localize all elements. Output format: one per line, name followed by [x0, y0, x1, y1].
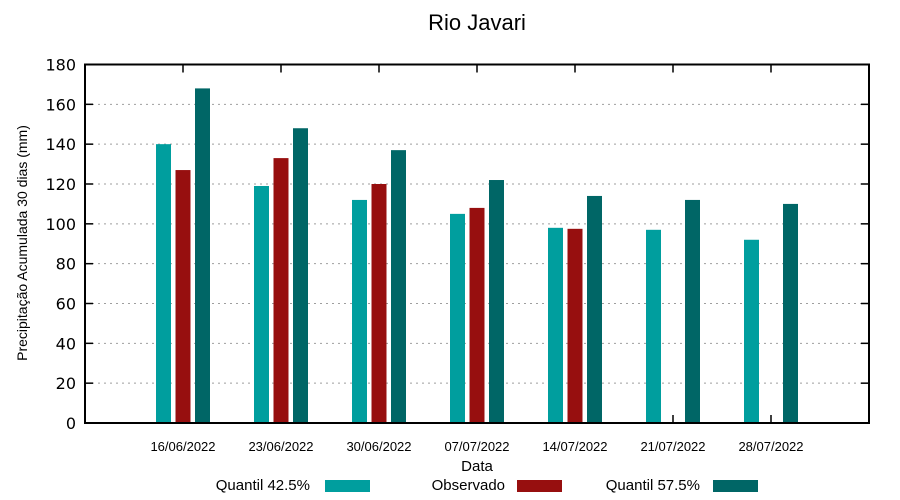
bar-Quantil 42.5%-23/06/2022 — [254, 185, 269, 423]
x-tick-label-3: 07/07/2022 — [444, 439, 509, 454]
legend-label-quantil-57-5: Quantil 57.5% — [605, 477, 700, 494]
bar-Quantil 42.5%-28/07/2022 — [744, 239, 759, 423]
x-tick-label-6: 28/07/2022 — [738, 439, 803, 454]
y-tick-label-120: 120 — [45, 175, 76, 194]
legend-label-observado: Observado — [431, 477, 505, 494]
bar-Quantil 57.5%-21/07/2022 — [685, 199, 700, 423]
bar-Quantil 42.5%-07/07/2022 — [450, 213, 465, 423]
bar-Observado-07/07/2022 — [469, 207, 485, 423]
bar-Observado-30/06/2022 — [371, 184, 387, 423]
legend-swatch-observado — [517, 480, 562, 492]
bar-Observado-14/07/2022 — [567, 228, 583, 423]
bar-Quantil 42.5%-21/07/2022 — [646, 229, 661, 423]
bar-Quantil 42.5%-30/06/2022 — [352, 199, 367, 423]
x-axis-label: Data — [461, 458, 493, 475]
y-tick-label-20: 20 — [56, 374, 76, 393]
y-tick-label-140: 140 — [45, 135, 76, 154]
x-tick-label-1: 23/06/2022 — [248, 439, 313, 454]
bar-Quantil 42.5%-16/06/2022 — [156, 144, 171, 423]
x-tick-label-4: 14/07/2022 — [542, 439, 607, 454]
bar-Quantil 57.5%-07/07/2022 — [489, 180, 504, 423]
y-tick-label-0: 0 — [66, 414, 76, 433]
y-tick-label-40: 40 — [56, 334, 76, 353]
bar-Quantil 57.5%-23/06/2022 — [293, 128, 308, 423]
bar-Quantil 57.5%-30/06/2022 — [391, 150, 406, 423]
legend-swatch-quantil-57-5 — [713, 480, 758, 492]
y-tick-label-160: 160 — [45, 95, 76, 114]
chart-title: Rio Javari — [428, 10, 526, 35]
legend-label-quantil-42-5: Quantil 42.5% — [215, 477, 310, 494]
legend-swatch-quantil-42-5 — [325, 480, 370, 492]
plot-border — [84, 63, 870, 424]
y-tick-label-80: 80 — [56, 255, 76, 274]
bar-Quantil 57.5%-16/06/2022 — [195, 88, 210, 424]
bar-Quantil 57.5%-28/07/2022 — [783, 203, 798, 423]
bar-Observado-23/06/2022 — [273, 158, 289, 423]
y-tick-label-60: 60 — [56, 295, 76, 314]
y-tick-label-100: 100 — [45, 215, 76, 234]
x-tick-label-0: 16/06/2022 — [150, 439, 215, 454]
bar-Observado-16/06/2022 — [175, 170, 191, 423]
x-tick-label-5: 21/07/2022 — [640, 439, 705, 454]
y-tick-label-180: 180 — [45, 56, 76, 75]
x-tick-label-2: 30/06/2022 — [346, 439, 411, 454]
bar-Quantil 42.5%-14/07/2022 — [548, 227, 563, 423]
bar-Quantil 57.5%-14/07/2022 — [587, 195, 602, 423]
